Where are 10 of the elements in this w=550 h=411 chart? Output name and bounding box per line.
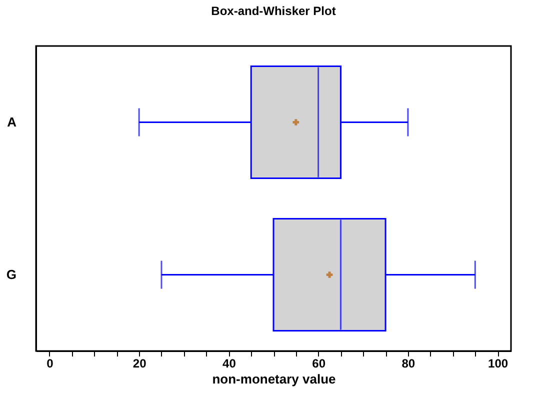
x-tick-label: 60 — [312, 356, 326, 370]
y-tick-label: A — [7, 114, 18, 130]
x-tick-label: 20 — [132, 356, 147, 370]
x-tick-label: 80 — [402, 356, 416, 370]
y-tick-label: G — [6, 266, 16, 282]
x-tick-label: 0 — [46, 356, 54, 370]
chart-title: Box-and-Whisker Plot — [211, 4, 336, 18]
x-axis-title: non-monetary value — [212, 372, 336, 386]
x-tick-label: 40 — [222, 356, 236, 370]
x-tick-label: 100 — [488, 356, 508, 370]
